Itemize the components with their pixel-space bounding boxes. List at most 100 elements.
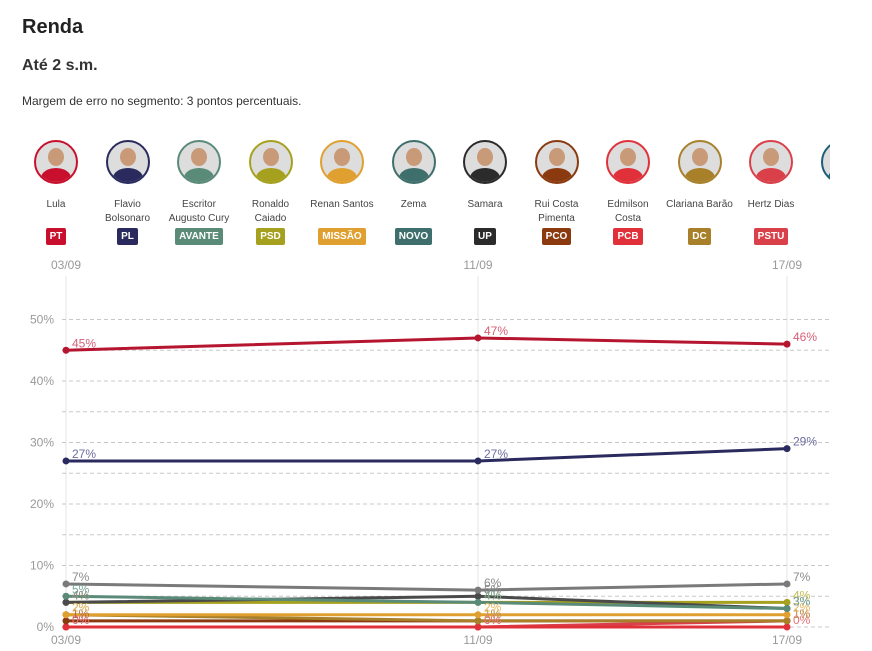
party-badge: AVANTE xyxy=(175,228,223,245)
data-point xyxy=(62,457,70,465)
party-badge: PT xyxy=(45,228,67,245)
candidate-photo-icon xyxy=(820,140,830,184)
candidate-name: Clariana Barão xyxy=(666,199,733,210)
y-tick-label: 40% xyxy=(30,374,54,388)
x-tick-label-top: 03/09 xyxy=(51,258,81,272)
candidate-4[interactable]: Renan Santos MISSÃO xyxy=(306,138,378,245)
data-label: 4% xyxy=(793,588,811,602)
data-label: 29% xyxy=(793,435,817,449)
data-label: 2% xyxy=(72,601,90,615)
series-line xyxy=(65,582,788,592)
candidate-name: Lula xyxy=(46,199,66,210)
y-tick-label: 20% xyxy=(30,497,54,511)
candidate-3[interactable]: Ronaldo Caiado PSD xyxy=(235,138,307,245)
candidate-0[interactable]: Lula PT xyxy=(20,138,92,245)
party-badge: PCB xyxy=(613,228,643,245)
party-badge: PL xyxy=(117,228,138,245)
party-badge: PCO xyxy=(541,228,572,245)
chart-subtitle: Até 2 s.m. xyxy=(22,57,98,74)
data-label: 1% xyxy=(72,607,90,621)
data-label: 0% xyxy=(72,613,90,627)
candidate-name: Samara xyxy=(467,199,503,210)
candidate-name: Edmilson Costa xyxy=(607,199,649,224)
candidate-10[interactable]: Hertz Dias PSTU xyxy=(735,138,807,245)
candidate-photo-icon xyxy=(105,140,150,184)
data-point xyxy=(62,611,70,619)
data-label: 4% xyxy=(72,588,90,602)
y-tick-label: 30% xyxy=(30,436,54,450)
data-point xyxy=(474,457,482,465)
data-label: 27% xyxy=(72,447,96,461)
data-label: 5% xyxy=(72,582,90,596)
candidate-photo-icon xyxy=(34,140,78,184)
party-badge: PSTU xyxy=(753,228,789,245)
data-point xyxy=(474,586,482,594)
candidate-name: Renan Santos xyxy=(310,199,374,210)
x-tick-label-top: 17/09 xyxy=(772,258,802,272)
data-label: 0% xyxy=(484,613,502,627)
candidate-photo-icon xyxy=(463,140,507,184)
candidate-photo-icon xyxy=(749,140,793,184)
candidate-name: Ronaldo Caiado xyxy=(251,199,290,224)
data-label: 4% xyxy=(72,588,90,602)
data-point xyxy=(783,617,791,625)
candidate-name: Rui Costa Pimenta xyxy=(534,199,579,224)
candidate-name: V W xyxy=(807,198,831,226)
data-point xyxy=(474,611,482,619)
data-point xyxy=(474,617,482,625)
data-label: 1% xyxy=(484,607,502,621)
data-label: 2% xyxy=(72,601,90,615)
data-label: 0% xyxy=(484,613,502,627)
data-point xyxy=(62,580,70,588)
data-point xyxy=(474,334,482,342)
candidate-8[interactable]: Edmilson Costa PCB xyxy=(592,138,664,245)
candidate-1[interactable]: Flavio Bolsonaro PL xyxy=(92,138,164,245)
candidate-5[interactable]: Zema NOVO xyxy=(378,138,450,245)
candidate-9[interactable]: Clariana Barão DC xyxy=(664,138,736,245)
candidate-photo-icon xyxy=(248,140,293,184)
candidate-2[interactable]: Escritor Augusto Cury AVANTE xyxy=(163,138,235,245)
data-label: 4% xyxy=(484,588,502,602)
data-point xyxy=(62,617,70,625)
data-label: 27% xyxy=(484,447,508,461)
data-point xyxy=(474,598,482,606)
party-badge: MISSÃO xyxy=(318,228,366,245)
data-point xyxy=(62,592,70,600)
candidate-legend: Lula PT Flavio Bolsonaro PL Escritor Augusto… xyxy=(20,138,830,250)
candidate-name: Escritor Augusto Cury xyxy=(168,199,230,224)
party-badge: UP xyxy=(474,228,496,245)
candidate-name: Flavio Bolsonaro xyxy=(104,199,151,224)
data-label: 7% xyxy=(793,570,811,584)
candidate-photo-icon xyxy=(534,140,579,184)
data-label: 6% xyxy=(484,576,502,590)
data-label: 3% xyxy=(793,595,811,609)
candidate-6[interactable]: Samara UP xyxy=(449,138,521,245)
series-line xyxy=(66,447,788,463)
line-chart: 03/09 11/09 17/09 03/09 11/09 17/09 0% 10% 20% 30… xyxy=(30,258,832,647)
data-label: 0% xyxy=(72,613,90,627)
data-point xyxy=(783,623,791,631)
data-label: 46% xyxy=(793,330,817,344)
candidate-photo-icon xyxy=(320,140,364,184)
data-label: 0% xyxy=(793,613,811,627)
data-label: 4% xyxy=(484,588,502,602)
data-label: 2% xyxy=(793,601,811,615)
y-tick-label: 10% xyxy=(30,559,54,573)
data-point xyxy=(783,611,791,619)
chart-title: Renda xyxy=(22,16,84,38)
y-tick-label: 50% xyxy=(30,313,54,327)
x-tick-label-top: 11/09 xyxy=(463,258,492,272)
series-line xyxy=(65,336,788,352)
candidate-7[interactable]: Rui Costa Pimenta PCO xyxy=(521,138,593,245)
candidate-photo-icon xyxy=(677,140,722,184)
data-point xyxy=(783,598,791,606)
x-tick-label: 03/09 xyxy=(51,633,81,647)
data-point xyxy=(474,592,482,600)
data-label: 5% xyxy=(484,582,502,596)
data-point xyxy=(783,445,791,453)
data-point xyxy=(783,605,791,613)
candidate-11[interactable]: V WDI xyxy=(807,138,831,245)
data-point xyxy=(783,580,791,588)
data-label: 45% xyxy=(72,336,96,350)
data-point xyxy=(62,346,70,354)
